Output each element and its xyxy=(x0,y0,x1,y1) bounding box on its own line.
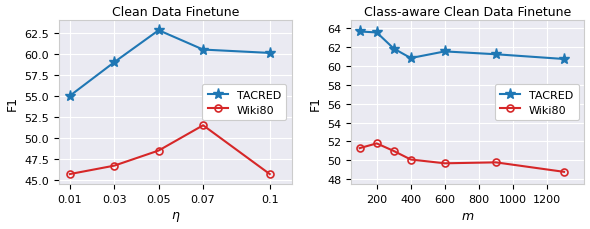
Line: TACRED: TACRED xyxy=(64,26,276,102)
TACRED xyxy=(560,58,568,61)
Wiki80 xyxy=(356,147,363,150)
Wiki80 xyxy=(407,158,414,161)
TACRED xyxy=(266,52,273,55)
Title: Clean Data Finetune: Clean Data Finetune xyxy=(112,5,239,19)
Legend: TACRED, Wiki80: TACRED, Wiki80 xyxy=(202,85,286,121)
Legend: TACRED, Wiki80: TACRED, Wiki80 xyxy=(494,85,579,121)
Line: Wiki80: Wiki80 xyxy=(66,122,273,178)
Wiki80 xyxy=(493,161,500,164)
Wiki80 xyxy=(441,162,448,165)
Line: Wiki80: Wiki80 xyxy=(356,140,568,176)
TACRED xyxy=(199,49,206,52)
TACRED xyxy=(356,31,363,34)
Wiki80 xyxy=(199,124,206,127)
TACRED xyxy=(111,62,118,64)
TACRED xyxy=(441,51,448,54)
TACRED xyxy=(493,54,500,56)
X-axis label: $\eta$: $\eta$ xyxy=(171,210,180,224)
Line: TACRED: TACRED xyxy=(354,27,569,65)
TACRED xyxy=(155,30,162,33)
Wiki80 xyxy=(111,165,118,167)
Wiki80 xyxy=(155,150,162,152)
Wiki80 xyxy=(266,173,273,176)
Wiki80 xyxy=(373,142,380,145)
X-axis label: $m$: $m$ xyxy=(461,210,474,222)
Y-axis label: F1: F1 xyxy=(309,95,322,110)
Wiki80 xyxy=(66,173,73,176)
TACRED xyxy=(373,32,380,35)
Wiki80 xyxy=(390,150,397,153)
TACRED xyxy=(407,57,414,60)
Y-axis label: F1: F1 xyxy=(5,95,18,110)
Title: Class-aware Clean Data Finetune: Class-aware Clean Data Finetune xyxy=(364,5,572,19)
TACRED xyxy=(390,48,397,51)
Wiki80 xyxy=(560,171,568,173)
TACRED xyxy=(66,95,73,98)
